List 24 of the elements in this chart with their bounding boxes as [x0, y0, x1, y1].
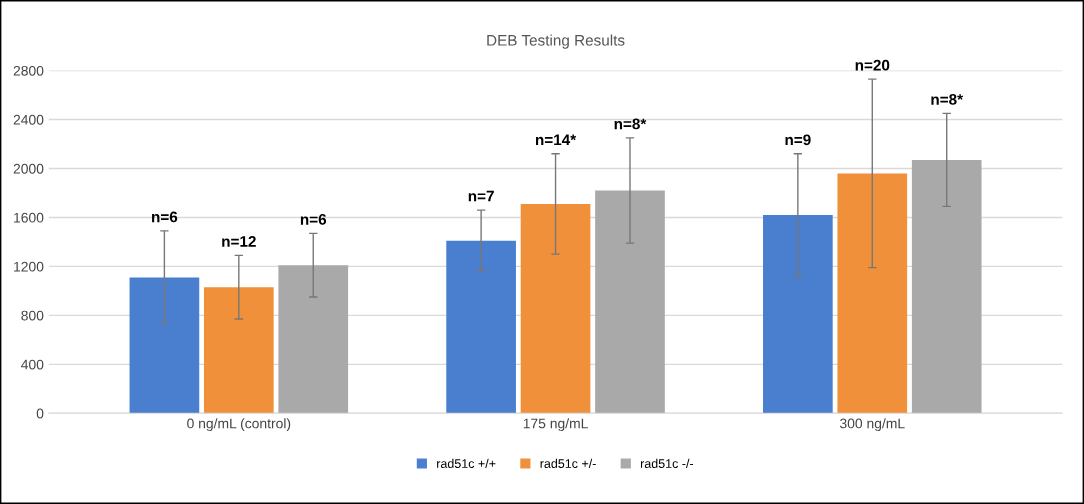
- y-tick-label: 0: [36, 408, 44, 419]
- annotation: n=14*: [535, 134, 577, 146]
- legend-label: rad51c +/+: [437, 458, 496, 468]
- legend-label: rad51c -/-: [640, 458, 694, 468]
- legend-label: rad51c +/-: [540, 458, 596, 468]
- y-tick-label: 2800: [13, 65, 44, 76]
- y-tick-label: 2400: [13, 114, 44, 125]
- annotation: n=6: [152, 211, 178, 223]
- text: n=20: [855, 59, 890, 71]
- y-tick-label: 1600: [14, 212, 44, 223]
- annotation: n=8*: [614, 118, 647, 130]
- annotation: n=6: [300, 213, 327, 225]
- x-tick-label: 300 ng/mL: [840, 418, 905, 432]
- annotation: n=12: [222, 235, 256, 247]
- y-tick-label: 2000: [13, 163, 44, 174]
- y-tick-label: 1200: [14, 261, 44, 272]
- chart-title: DEB Testing Results: [487, 34, 625, 49]
- annotation: n=8*: [931, 94, 964, 105]
- x-tick-label: 175 ng/mL: [523, 418, 588, 432]
- y-tick-label: 400: [21, 359, 44, 370]
- annotation: n=7: [468, 190, 494, 202]
- x-tick-label: 0 ng/mL (control): [187, 418, 291, 432]
- y-tick-label: 800: [21, 310, 44, 321]
- annotation: n=9: [785, 134, 811, 146]
